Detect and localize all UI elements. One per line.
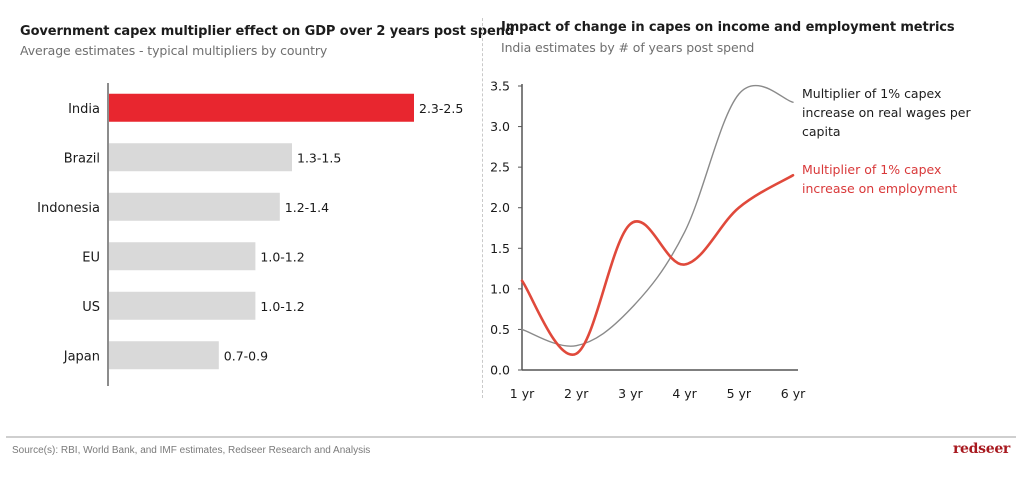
x-tick-label: 1 yr <box>510 386 535 401</box>
y-tick-label: 2.5 <box>490 160 510 175</box>
y-tick-label: 0.0 <box>490 363 510 378</box>
legend-employment-line-1: Multiplier of 1% capex <box>802 162 942 177</box>
legend-wages-line-2: increase on real wages per <box>802 105 971 120</box>
line-series-real-wages <box>521 85 794 347</box>
left-chart-title: Government capex multiplier effect on GD… <box>20 24 515 39</box>
bar-category-label: Indonesia <box>37 201 100 216</box>
x-tick-label: 6 yr <box>781 386 806 401</box>
bar-eu <box>109 242 256 271</box>
x-tick-label: 4 yr <box>672 386 697 401</box>
y-tick-label: 0.5 <box>490 322 510 337</box>
bar-category-label: US <box>82 300 100 315</box>
bar-value-label: 1.0-1.2 <box>260 299 304 314</box>
bar-value-label: 0.7-0.9 <box>224 348 268 363</box>
right-chart-title: Impact of change in capes on income and … <box>501 20 955 35</box>
bar-value-label: 1.0-1.2 <box>260 249 304 264</box>
bar-japan <box>109 341 219 370</box>
x-tick-label: 3 yr <box>618 386 643 401</box>
bar-category-label: Brazil <box>64 151 100 166</box>
bar-category-label: India <box>68 102 100 117</box>
bar-value-label: 2.3-2.5 <box>419 101 463 116</box>
redseer-logo: redseer <box>952 441 1010 457</box>
legend-employment-line-2: increase on employment <box>802 181 958 196</box>
x-tick-label: 5 yr <box>727 386 752 401</box>
bar-category-label: Japan <box>63 349 100 364</box>
right-chart-subtitle: India estimates by # of years post spend <box>501 40 755 55</box>
bar-brazil <box>109 143 292 172</box>
bar-value-label: 1.3-1.5 <box>297 150 341 165</box>
bar-india <box>109 93 414 122</box>
y-tick-label: 2.0 <box>490 200 510 215</box>
legend-wages-line-1: Multiplier of 1% capex <box>802 86 942 101</box>
x-tick-label: 2 yr <box>564 386 589 401</box>
y-tick-label: 3.0 <box>490 119 510 134</box>
legend-wages-line-3: capita <box>802 124 841 139</box>
source-note: Source(s): RBI, World Bank, and IMF esti… <box>12 445 371 456</box>
y-tick-label: 1.0 <box>490 281 510 296</box>
legend-wages: Multiplier of 1% capex increase on real … <box>802 84 971 141</box>
bar-category-label: EU <box>82 250 100 265</box>
line-series-employment <box>520 173 795 356</box>
bar-value-label: 1.2-1.4 <box>285 200 329 215</box>
left-chart-subtitle: Average estimates - typical multipliers … <box>20 43 328 58</box>
chart-divider <box>482 18 483 398</box>
bar-indonesia <box>109 192 280 221</box>
footer-divider <box>6 436 1016 438</box>
legend-employment: Multiplier of 1% capex increase on emplo… <box>802 160 957 198</box>
y-tick-label: 1.5 <box>490 241 510 256</box>
bar-us <box>109 291 256 320</box>
y-tick-label: 3.5 <box>490 79 510 94</box>
